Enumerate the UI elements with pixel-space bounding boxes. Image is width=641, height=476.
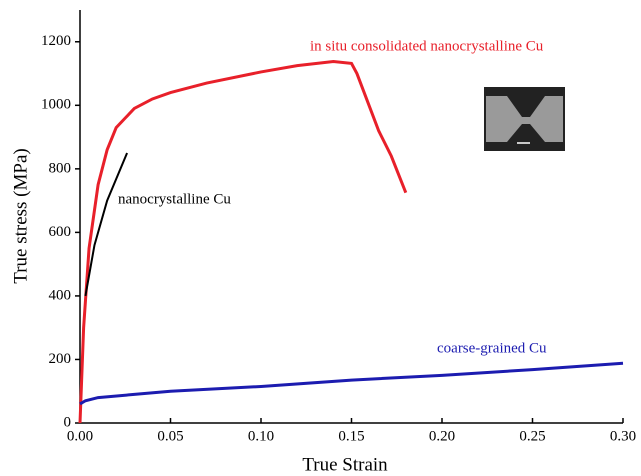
y-tick-label: 1200 <box>41 33 71 49</box>
y-axis-label: True stress (MPa) <box>10 148 31 283</box>
series-label: coarse-grained Cu <box>437 340 547 356</box>
inset-micrograph <box>484 87 565 151</box>
y-tick-label: 1000 <box>41 97 71 113</box>
x-tick-label: 0.05 <box>157 428 183 444</box>
x-tick-label: 0.30 <box>610 428 636 444</box>
y-tick-label: 800 <box>49 160 72 176</box>
series-line <box>78 59 408 424</box>
x-tick-label: 0.00 <box>67 428 93 444</box>
y-tick-label: 600 <box>49 224 72 240</box>
y-tick-label: 400 <box>49 287 72 303</box>
x-axis-label: True Strain <box>302 454 388 475</box>
series-label: nanocrystalline Cu <box>118 191 231 207</box>
x-tick-label: 0.20 <box>429 428 455 444</box>
x-tick-label: 0.10 <box>248 428 274 444</box>
series-label: in situ consolidated nanocrystalline Cu <box>310 38 544 54</box>
y-tick-label: 200 <box>49 351 72 367</box>
series-line <box>79 361 624 406</box>
x-tick-label: 0.25 <box>519 428 545 444</box>
y-tick-label: 0 <box>64 414 72 430</box>
x-tick-label: 0.15 <box>338 428 364 444</box>
series-line <box>84 152 128 297</box>
